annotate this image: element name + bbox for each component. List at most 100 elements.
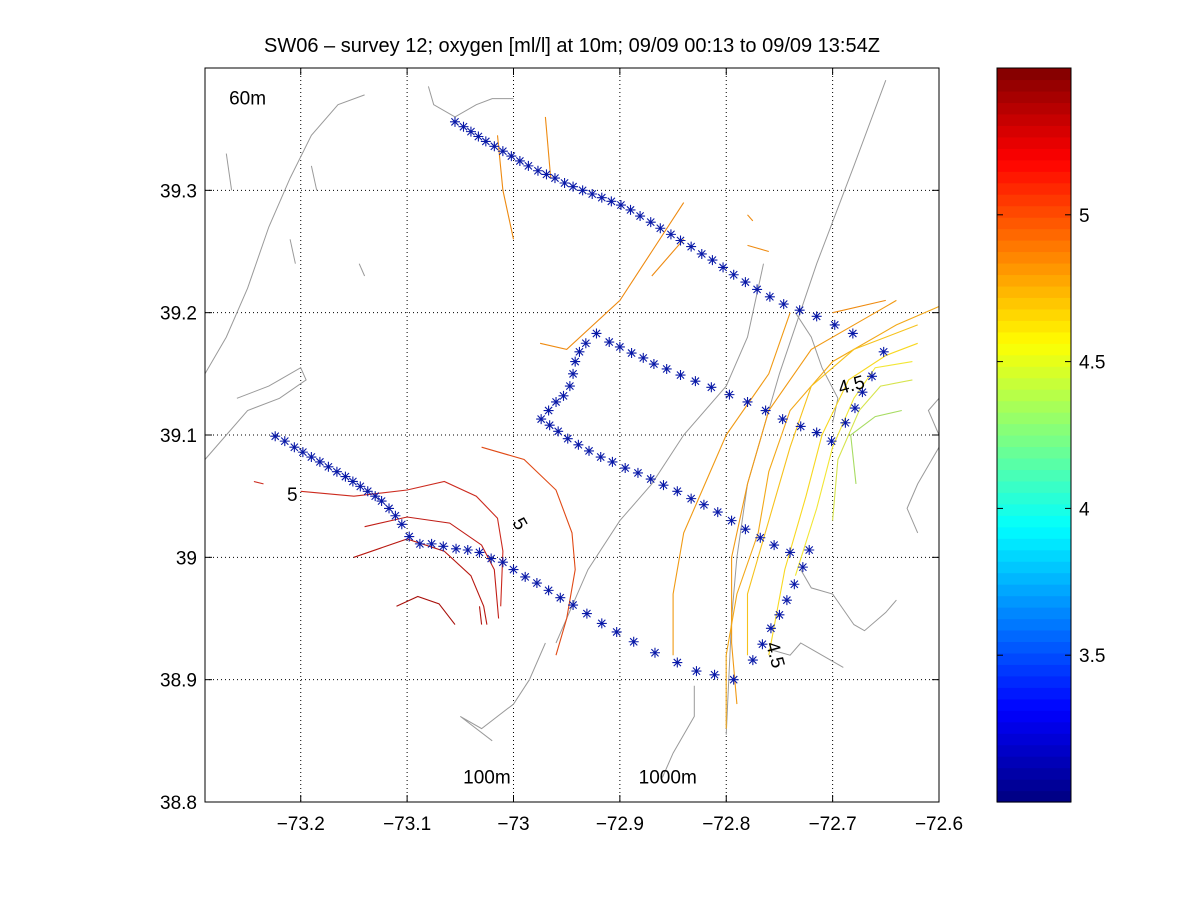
bathymetry-line	[459, 642, 546, 742]
oxygen-contour-line	[353, 538, 488, 625]
station-marker	[620, 463, 631, 474]
station-marker	[279, 436, 290, 447]
station-marker	[297, 447, 308, 458]
station-marker	[615, 200, 626, 211]
colorbar-band	[997, 790, 1071, 803]
station-marker	[707, 255, 718, 266]
station-marker	[752, 284, 763, 295]
colorbar-band	[997, 641, 1071, 654]
station-marker	[544, 420, 555, 431]
station-marker	[747, 655, 758, 666]
oxygen-contour-line	[651, 238, 685, 277]
colorbar-band	[997, 79, 1071, 92]
station-marker	[785, 547, 796, 558]
colorbar-band	[997, 331, 1071, 344]
station-marker	[797, 562, 808, 573]
colorbar-band	[997, 457, 1071, 471]
station-marker	[580, 338, 591, 349]
station-marker	[728, 269, 739, 280]
colorbar-band	[997, 664, 1071, 677]
bathymetry-line	[927, 397, 940, 436]
station-marker	[331, 466, 342, 477]
station-marker	[774, 609, 785, 620]
bathymetry-line	[800, 569, 897, 632]
colorbar-band	[997, 721, 1071, 734]
axis-ticks: −73.2 −73.1 −73 −72.9 −72.8 −72.7 −72.6 38.8 38.…	[160, 68, 963, 835]
oxygen-contour-line	[747, 214, 754, 222]
station-marker	[595, 452, 606, 463]
station-marker	[323, 461, 334, 472]
station-marker	[769, 540, 780, 551]
station-marker	[568, 600, 579, 611]
x-tick-label: −73.2	[277, 814, 325, 835]
axes-background	[205, 68, 939, 802]
station-marker	[553, 426, 564, 437]
colorbar-band	[997, 217, 1071, 230]
station-marker	[712, 507, 723, 518]
colorbar-band	[997, 308, 1071, 321]
station-marker	[778, 299, 789, 310]
station-marker	[781, 595, 792, 606]
station-marker	[555, 592, 566, 603]
station-marker	[591, 328, 602, 339]
colorbar-tick-label: 5	[1079, 206, 1090, 227]
station-marker	[740, 277, 751, 288]
station-marker	[449, 116, 460, 127]
bathymetry-line	[204, 94, 365, 375]
station-marker	[645, 474, 656, 485]
station-marker	[811, 311, 822, 322]
depth-label: 1000m	[639, 768, 697, 789]
station-marker	[543, 405, 554, 416]
colorbar-band	[997, 171, 1071, 184]
colorbar-band	[997, 194, 1071, 207]
colorbar-band	[997, 503, 1071, 516]
station-marker	[497, 557, 508, 568]
colorbar-band	[997, 389, 1071, 402]
station-marker	[760, 405, 771, 416]
station-marker	[718, 262, 729, 273]
oxygen-contour-line	[364, 516, 500, 619]
station-marker	[573, 439, 584, 450]
colorbar-band	[997, 423, 1071, 436]
station-marker	[626, 348, 637, 359]
colorbar-band	[997, 561, 1071, 574]
station-marker	[795, 421, 806, 432]
x-tick-label: −72.6	[915, 814, 963, 835]
station-marker	[804, 544, 815, 555]
station-marker	[826, 436, 837, 447]
station-marker	[675, 235, 686, 246]
colorbar-band	[997, 492, 1071, 505]
station-marker	[606, 196, 617, 207]
station-marker	[698, 499, 709, 510]
y-tick-label: 39	[176, 548, 197, 569]
station-marker	[376, 496, 387, 507]
station-marker	[543, 585, 554, 596]
station-marker	[789, 579, 800, 590]
colorbar-band	[997, 469, 1071, 482]
station-marker	[596, 618, 607, 629]
station-marker	[755, 532, 766, 543]
station-marker	[661, 363, 672, 374]
x-tick-label: −73.1	[383, 814, 431, 835]
station-marker	[480, 136, 491, 147]
station-marker	[404, 531, 415, 542]
colorbar-band	[997, 297, 1071, 310]
x-tick-label: −72.8	[702, 814, 750, 835]
x-tick-label: −73	[497, 814, 529, 835]
station-marker	[686, 493, 697, 504]
station-marker	[340, 471, 351, 482]
colorbar-band	[997, 285, 1071, 298]
colorbar-band	[997, 584, 1071, 597]
station-marker	[625, 204, 636, 215]
station-marker	[458, 121, 469, 132]
colorbar-band	[997, 343, 1071, 356]
station-marker	[628, 636, 639, 647]
station-marker	[724, 389, 735, 400]
bathymetry-line	[204, 366, 307, 460]
oxygen-contours	[253, 116, 940, 729]
oxygen-contour-line	[539, 202, 685, 351]
station-marker	[672, 486, 683, 497]
oxygen-contour-line	[850, 409, 902, 484]
station-marker	[696, 248, 707, 259]
